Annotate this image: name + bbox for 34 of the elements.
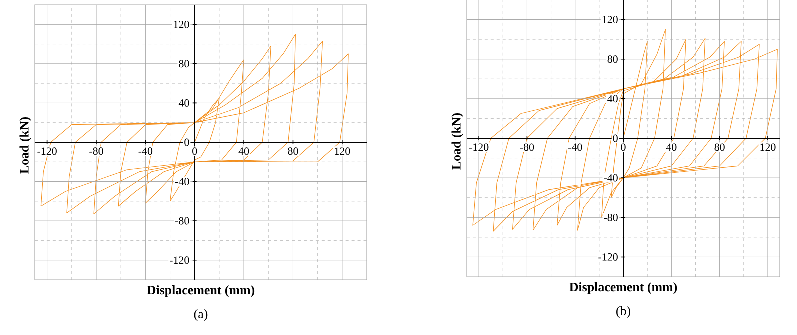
y-tick-label: -120 (170, 256, 190, 264)
y-tick-label: 40 (178, 100, 190, 107)
y-tick-label: 120 (174, 20, 190, 28)
x-tick-label: -80 (520, 144, 534, 152)
y-tick-label: -120 (598, 254, 618, 261)
y-tick-label: 80 (179, 60, 190, 68)
y-tick-label: -80 (175, 217, 190, 225)
y-tick-label: 120 (602, 16, 618, 24)
y-tick-label: -40 (604, 174, 618, 182)
y-tick-label: 40 (608, 95, 618, 103)
y-tick-label: -40 (175, 178, 190, 186)
x-tick-label: -40 (138, 148, 153, 156)
y-tick-label: -80 (604, 214, 618, 222)
x-axis-title: Displacement (mm) (570, 282, 678, 294)
y-axis-title: Load (kN) (452, 113, 464, 170)
x-tick-label: -40 (568, 144, 582, 152)
x-tick-label: -120 (38, 148, 57, 156)
x-tick-label: 0 (192, 148, 198, 156)
x-tick-label: 120 (760, 144, 776, 152)
text: (b) (616, 306, 630, 318)
y-tick-label: 0 (184, 138, 190, 146)
x-tick-label: 40 (238, 148, 250, 156)
x-tick-label: 80 (714, 144, 725, 152)
y-axis-title: Load (kN) (20, 117, 32, 174)
x-axis-title: Displacement (mm) (147, 286, 255, 298)
y-tick-label: 0 (613, 134, 618, 142)
x-tick-label: 0 (621, 144, 626, 152)
text: (a) (194, 309, 208, 322)
x-tick-label: -80 (90, 148, 104, 156)
x-tick-label: 40 (666, 144, 677, 152)
x-tick-label: 120 (335, 148, 350, 156)
y-tick-label: 80 (608, 56, 618, 64)
x-tick-label: 80 (288, 148, 298, 156)
x-tick-label: -120 (469, 144, 489, 152)
